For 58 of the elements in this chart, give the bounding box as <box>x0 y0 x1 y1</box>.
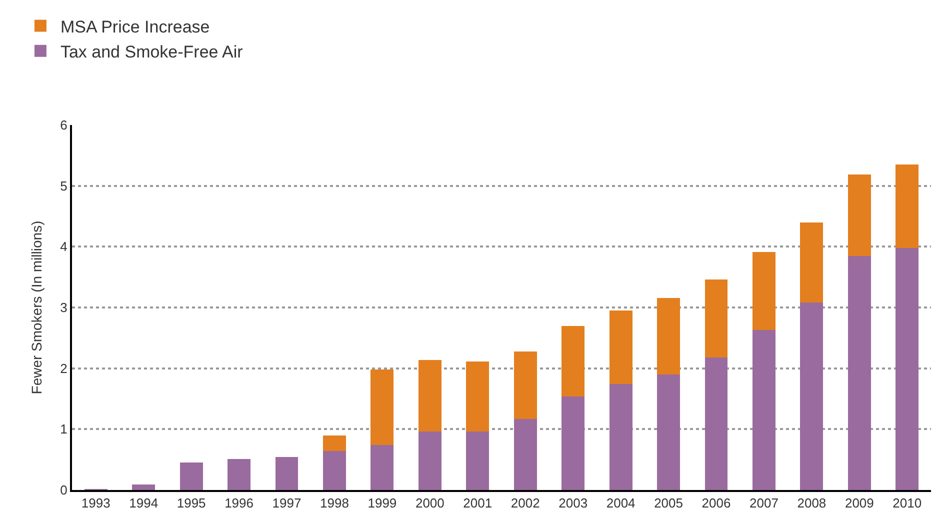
bar <box>704 357 728 490</box>
bar <box>132 484 156 490</box>
bar <box>370 444 394 490</box>
x-tick-label: 1997 <box>272 496 302 511</box>
bar <box>514 418 537 490</box>
bar <box>228 458 250 490</box>
legend-label: MSA Price Increase <box>60 17 210 36</box>
bar <box>370 370 394 445</box>
x-tick-label: 2008 <box>797 496 826 511</box>
bar <box>896 248 919 490</box>
x-tick-label: 2006 <box>702 496 731 511</box>
bar <box>466 432 490 490</box>
bar <box>562 396 585 490</box>
x-tick-label: 2010 <box>892 496 922 511</box>
bar <box>657 298 680 374</box>
bar <box>609 384 632 490</box>
x-tick-label: 2007 <box>750 496 778 511</box>
bar <box>752 330 776 490</box>
x-tick-label: 1995 <box>176 496 206 511</box>
bar <box>275 457 298 490</box>
y-tick-label: 2 <box>60 360 68 376</box>
x-tick-label: 1994 <box>129 496 158 511</box>
bar <box>323 451 346 490</box>
bar <box>514 351 537 419</box>
bar <box>466 362 490 432</box>
bar <box>418 360 442 432</box>
x-tick-label: 1996 <box>224 496 254 511</box>
x-tick-label: 1999 <box>368 496 397 511</box>
bar <box>752 252 776 330</box>
bar <box>848 256 871 490</box>
x-tick-label: 1998 <box>320 496 349 511</box>
x-tick-label: 1993 <box>81 496 110 511</box>
bar <box>800 302 824 490</box>
x-tick-label: 2001 <box>463 496 492 511</box>
bar <box>848 174 871 256</box>
y-tick-label: 6 <box>60 118 68 133</box>
bar <box>418 432 442 490</box>
bar <box>609 310 632 384</box>
bar <box>896 164 919 248</box>
y-tick-label: 4 <box>60 239 68 254</box>
x-tick-label: 2002 <box>510 496 540 511</box>
bar <box>323 435 346 452</box>
bar <box>180 462 203 490</box>
y-tick-label: 3 <box>60 300 68 316</box>
y-axis-title: Fewer Smokers (In millions) <box>28 220 44 394</box>
bar <box>704 280 728 358</box>
x-tick-label: 2000 <box>415 496 444 511</box>
x-tick-label: 2005 <box>654 496 683 511</box>
bar <box>657 374 680 490</box>
x-tick-label: 2003 <box>558 496 588 511</box>
bar <box>800 222 824 303</box>
y-tick-label: 5 <box>60 178 68 194</box>
x-tick-label: 2004 <box>606 496 636 511</box>
x-tick-label: 2009 <box>844 496 874 511</box>
y-tick-label: 1 <box>60 422 68 437</box>
y-tick-label: 0 <box>60 482 68 498</box>
bar <box>562 326 585 396</box>
legend-label: Tax and Smoke-Free Air <box>60 42 244 62</box>
